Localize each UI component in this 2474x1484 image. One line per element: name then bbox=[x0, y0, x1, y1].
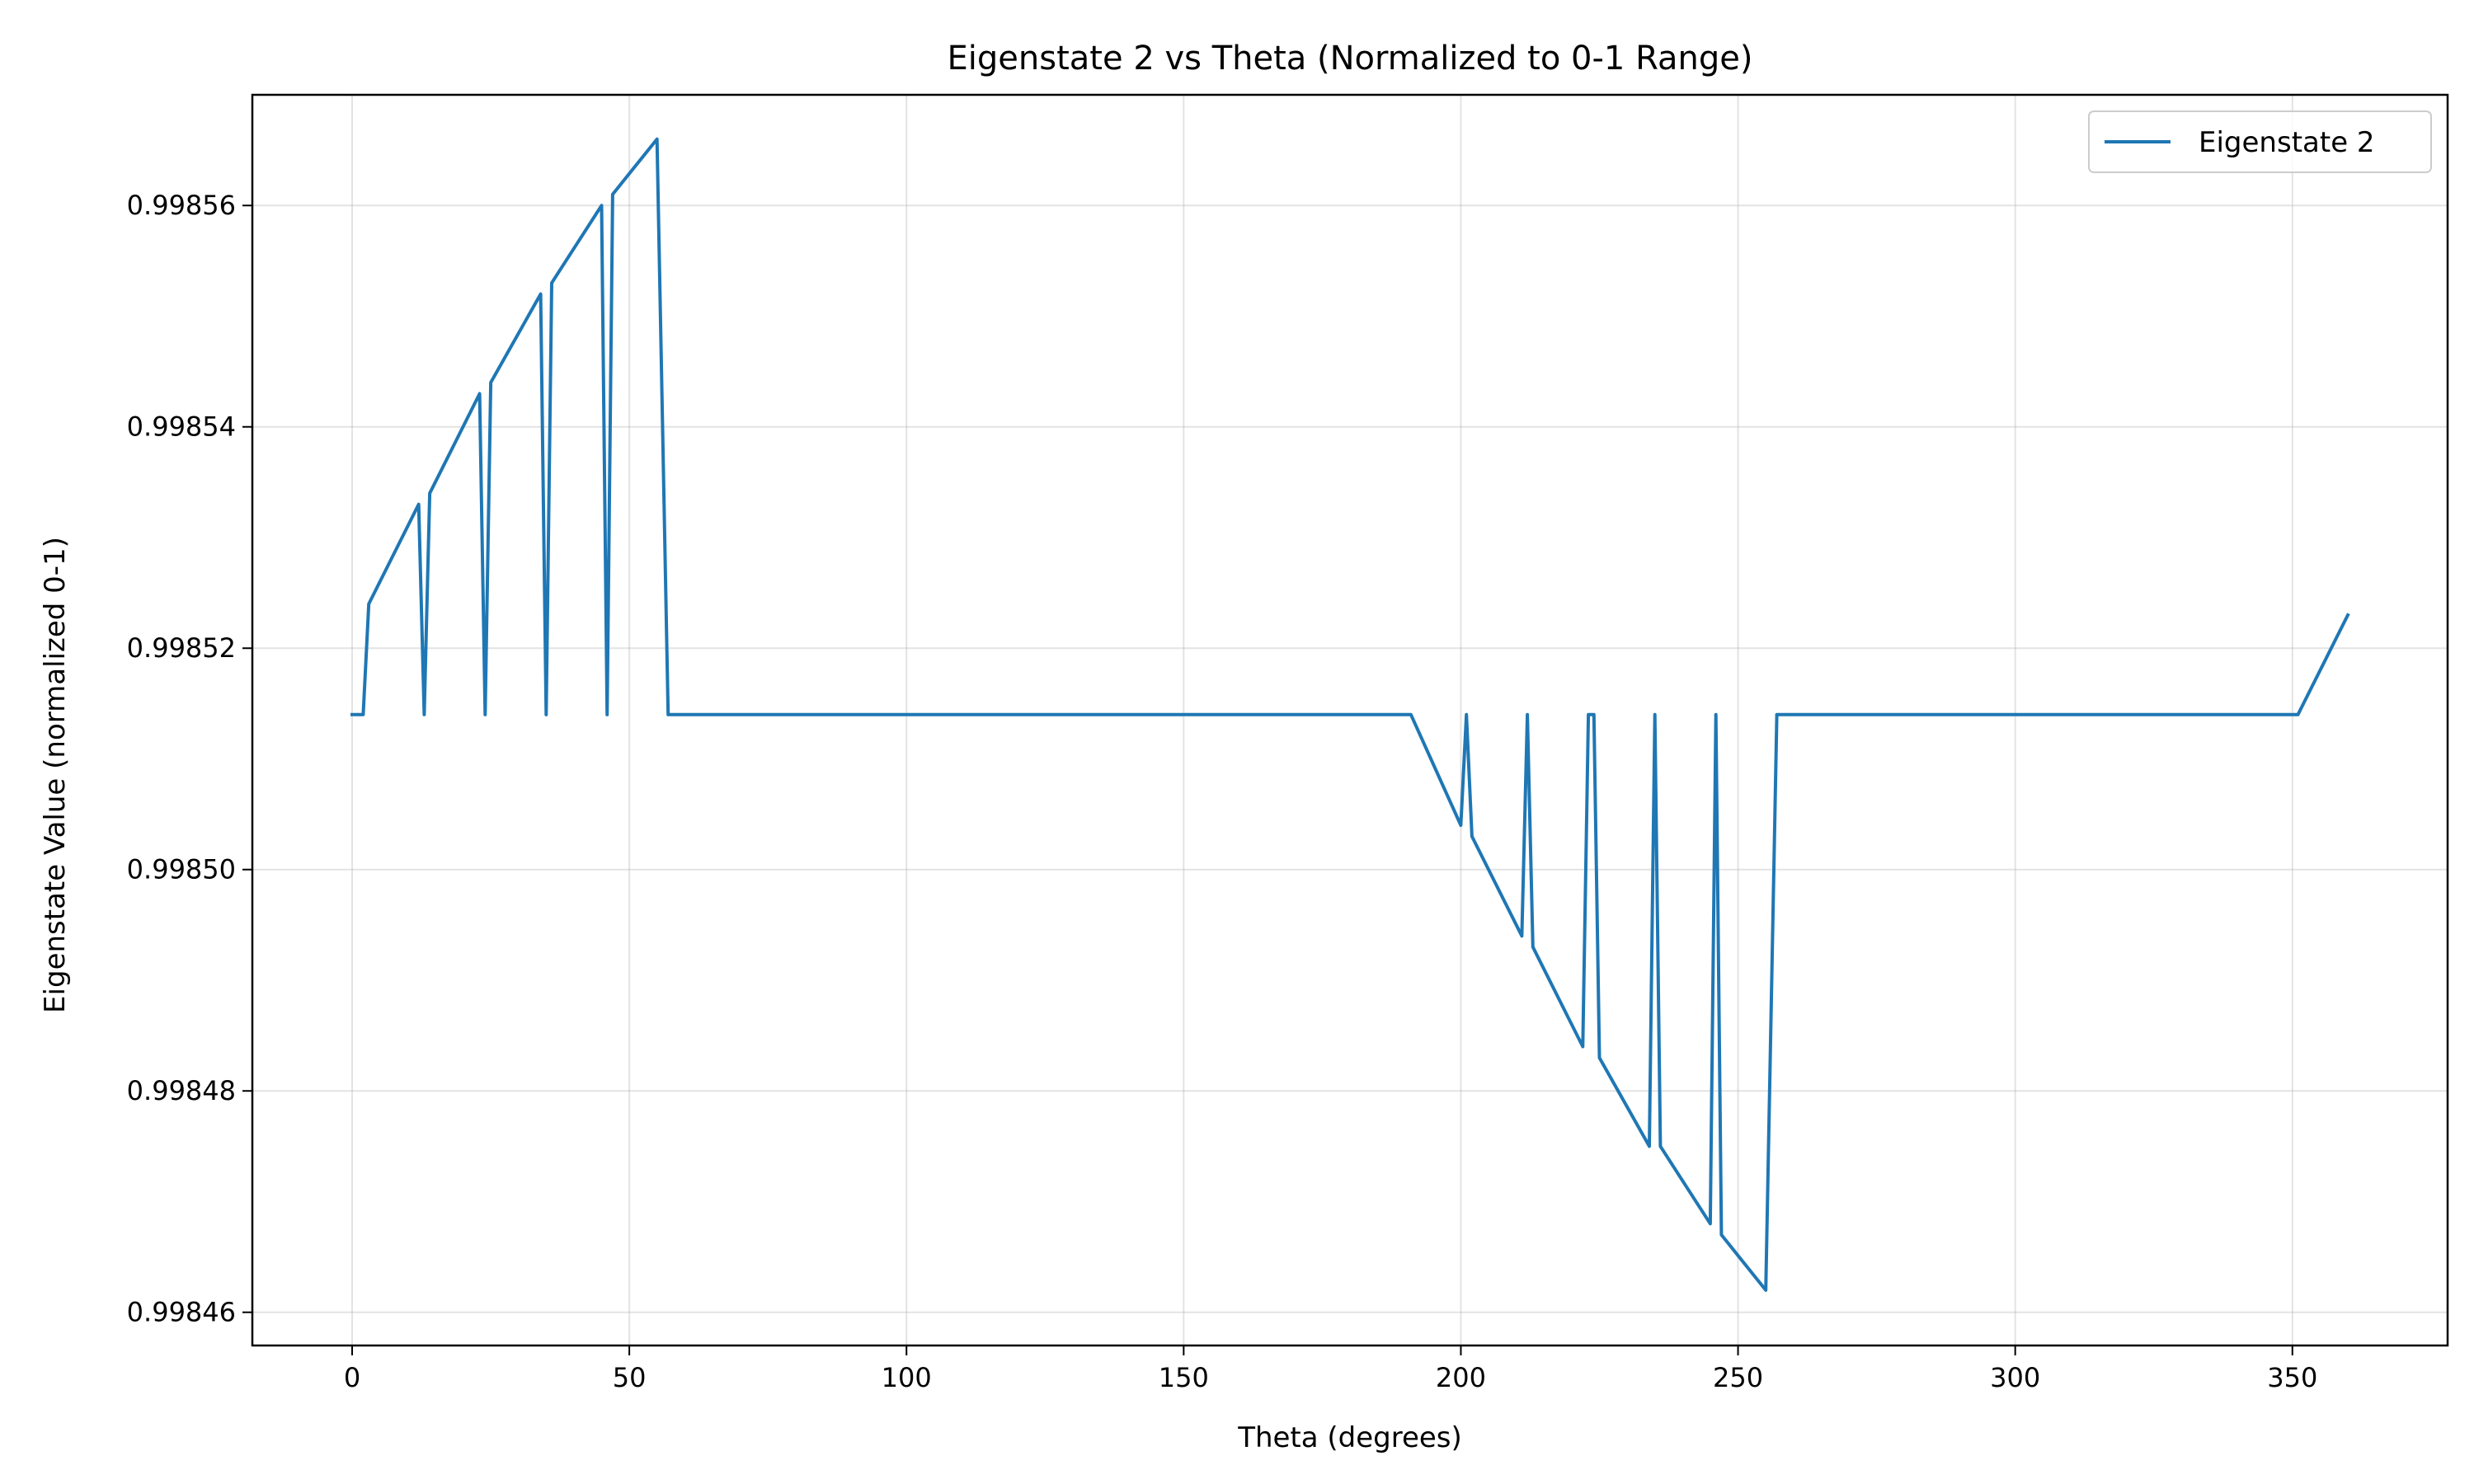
grid bbox=[252, 95, 2448, 1345]
x-axis-label: Theta (degrees) bbox=[1237, 1421, 1462, 1454]
y-tick-label: 0.99852 bbox=[127, 632, 236, 664]
x-tick-label: 0 bbox=[344, 1362, 360, 1393]
plot-frame bbox=[251, 93, 2449, 1347]
series-layer bbox=[350, 137, 2350, 1292]
y-tick-label: 0.99856 bbox=[127, 190, 236, 221]
y-tick-label: 0.99846 bbox=[127, 1297, 236, 1328]
y-axis-label: Eigenstate Value (normalized 0-1) bbox=[39, 537, 72, 1013]
legend: Eigenstate 2 bbox=[2088, 110, 2432, 173]
chart-title: Eigenstate 2 vs Theta (Normalized to 0-1… bbox=[948, 40, 1753, 77]
y-tick-label: 0.99848 bbox=[127, 1075, 236, 1106]
legend-label: Eigenstate 2 bbox=[2199, 126, 2375, 159]
series-line bbox=[350, 137, 2350, 1292]
x-axis: 0 50 100 150 200 250 300 350 bbox=[344, 1345, 2317, 1393]
legend-box bbox=[2088, 110, 2432, 173]
x-tick-label: 150 bbox=[1159, 1362, 1209, 1393]
x-tick-label: 350 bbox=[2267, 1362, 2317, 1393]
x-tick-label: 200 bbox=[1436, 1362, 1486, 1393]
y-tick-label: 0.99850 bbox=[127, 854, 236, 885]
x-tick-label: 300 bbox=[1990, 1362, 2040, 1393]
x-tick-label: 250 bbox=[1713, 1362, 1763, 1393]
y-tick-label: 0.99854 bbox=[127, 411, 236, 443]
x-tick-label: 50 bbox=[613, 1362, 647, 1393]
x-tick-label: 100 bbox=[882, 1362, 932, 1393]
y-axis: 0.99846 0.99848 0.99850 0.99852 0.99854 0.998… bbox=[127, 190, 252, 1328]
